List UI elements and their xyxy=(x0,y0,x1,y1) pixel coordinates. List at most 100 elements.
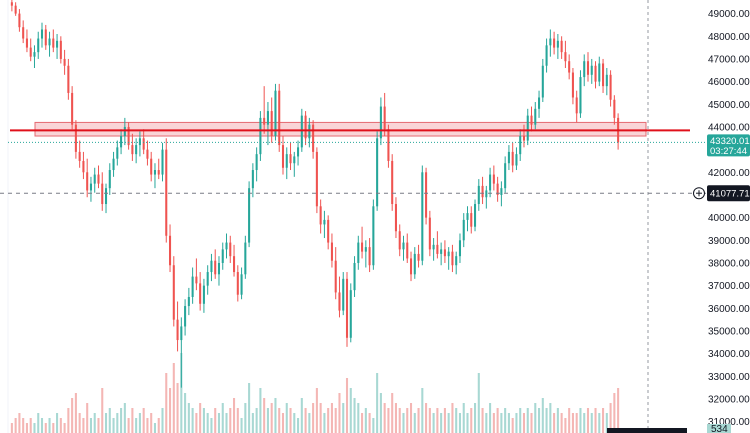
candle-body xyxy=(180,326,183,341)
volume-bar xyxy=(451,403,454,433)
price-tick-label: 39000.00 xyxy=(708,236,750,247)
add-alert-button[interactable] xyxy=(693,187,705,200)
candle-body xyxy=(263,117,266,125)
candle-body xyxy=(432,244,435,250)
crosshair-price-label: 41077.71 xyxy=(710,189,750,200)
volume-bar xyxy=(266,408,269,433)
volume-bar xyxy=(67,408,70,433)
volume-bar xyxy=(108,408,111,433)
volume-bar xyxy=(206,413,209,433)
candle-body xyxy=(142,138,145,150)
candle-body xyxy=(63,58,66,66)
candle-body xyxy=(613,99,616,118)
volume-bar xyxy=(549,403,552,433)
volume-bar xyxy=(202,408,205,433)
volume-bar xyxy=(217,413,221,433)
volume-bar xyxy=(248,383,251,433)
candle-body xyxy=(496,183,499,195)
volume-bar xyxy=(25,423,28,433)
candle-body xyxy=(244,242,247,275)
volume-bar xyxy=(172,363,175,433)
volume-bar xyxy=(330,403,333,433)
volume-bar xyxy=(526,408,529,433)
candle-body xyxy=(165,149,168,236)
candle-body xyxy=(425,172,428,218)
candle-body xyxy=(297,147,300,157)
candle-body xyxy=(127,126,130,146)
candle-body xyxy=(402,242,405,250)
price-tick-label: 38000.00 xyxy=(708,258,750,269)
candle-body xyxy=(372,206,375,266)
volume-bar xyxy=(157,418,160,433)
volume-bar xyxy=(278,408,281,433)
volume-bar xyxy=(180,353,183,433)
volume-bar xyxy=(455,408,458,433)
countdown-label: 03:27:44 xyxy=(710,146,747,157)
volume-bar xyxy=(605,413,608,433)
candle-body xyxy=(135,145,138,155)
volume-bar xyxy=(14,418,17,433)
volume-bar xyxy=(568,408,571,433)
candle-body xyxy=(120,136,123,148)
candle-body xyxy=(323,219,326,225)
volume-bar xyxy=(406,408,409,433)
candle-body xyxy=(526,115,529,141)
price-tick-label: 34000.00 xyxy=(708,349,750,360)
volume-tag xyxy=(707,424,731,433)
volume-bar xyxy=(138,413,141,433)
candle-body xyxy=(406,242,409,259)
volume-bar xyxy=(458,413,462,433)
volume-bar xyxy=(541,398,544,433)
candle-body xyxy=(236,272,239,295)
volume-bar xyxy=(602,408,605,433)
volume-bar xyxy=(470,408,473,433)
candle-body xyxy=(59,40,62,59)
candle-body xyxy=(489,174,492,191)
volume-bar xyxy=(496,408,499,433)
volume-bar xyxy=(308,413,311,433)
candle-body xyxy=(229,242,232,257)
candle-body xyxy=(22,27,25,39)
volume-bar xyxy=(44,423,47,433)
volume-bar xyxy=(48,418,51,433)
candle-body xyxy=(89,183,92,191)
volume-label: 534 xyxy=(711,424,728,433)
volume-bar xyxy=(436,408,439,433)
candle-body xyxy=(443,249,446,257)
candle-body xyxy=(530,115,533,125)
candle-body xyxy=(357,242,360,263)
volume-bar xyxy=(586,408,590,433)
candle-body xyxy=(131,145,134,155)
volume-bar xyxy=(123,403,126,433)
price-tick-label: 31000.00 xyxy=(708,417,750,428)
candle-body xyxy=(293,156,296,164)
candle-body xyxy=(330,242,333,261)
candle-body xyxy=(18,13,21,28)
volume-bar xyxy=(443,408,446,433)
volume-bar xyxy=(97,418,100,433)
candle-body xyxy=(304,115,307,139)
candle-body xyxy=(451,251,454,266)
volume-bar xyxy=(89,418,92,433)
volume-bar xyxy=(409,403,413,433)
candle-body xyxy=(52,38,55,48)
volume-bar xyxy=(135,418,138,433)
candle-body xyxy=(455,256,458,266)
volume-bar xyxy=(82,418,85,433)
overlay-lines xyxy=(0,129,706,194)
candle-body xyxy=(545,45,548,66)
candle-body xyxy=(538,97,541,109)
candle-body xyxy=(74,124,77,152)
volume-bar xyxy=(293,413,296,433)
volume-bar xyxy=(221,403,224,433)
volume-bar xyxy=(86,403,89,433)
volume-bar xyxy=(319,403,322,433)
candle-body xyxy=(14,5,17,14)
price-axis[interactable]: 49000.00 48000.00 47000.00 46000.00 45000.00… xyxy=(607,0,750,433)
candle-body xyxy=(436,244,439,254)
volume-bar xyxy=(304,408,307,433)
candle-body xyxy=(312,124,315,152)
candle-body xyxy=(379,106,382,139)
candle-body xyxy=(29,47,32,57)
